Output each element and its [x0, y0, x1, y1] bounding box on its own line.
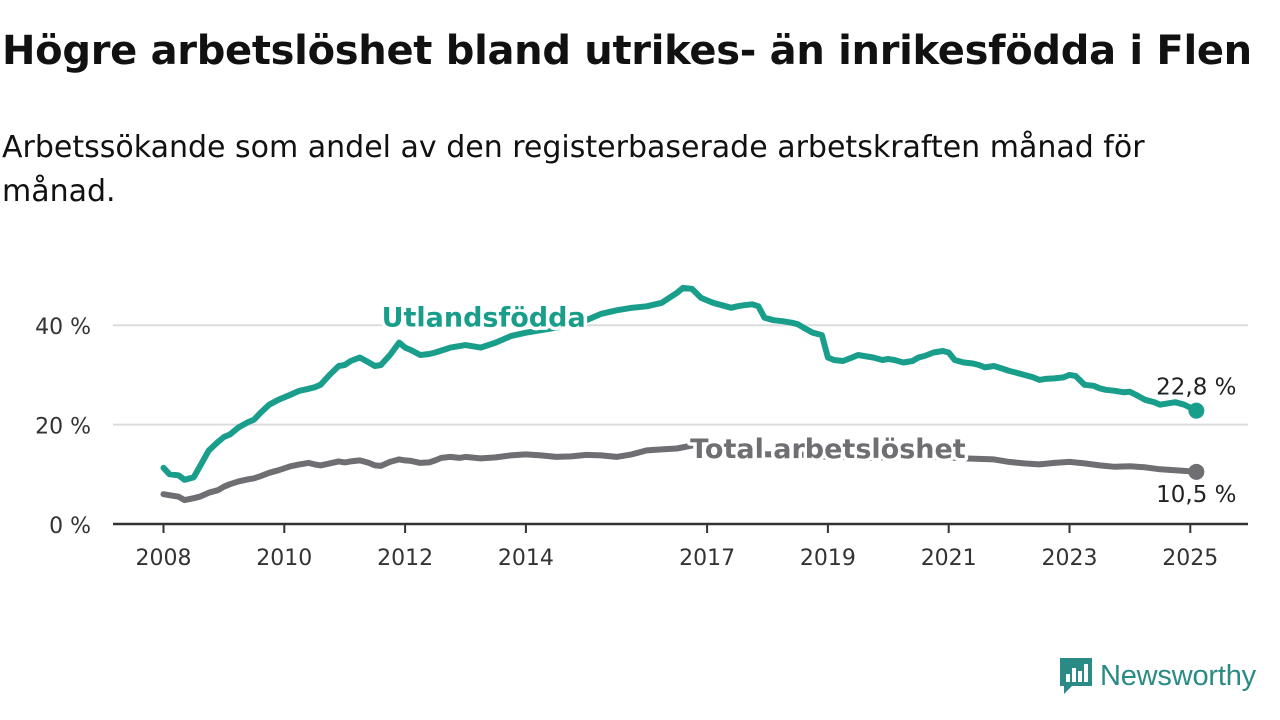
line-total-arbetsloshet — [160, 441, 1200, 504]
x-tick-label: 2012 — [377, 546, 433, 571]
end-marker-utlandsfodda — [1188, 402, 1205, 419]
x-tick-label: 2008 — [136, 546, 192, 571]
series-label-utlandsfodda: Utlandsfödda — [382, 303, 586, 334]
brand-name: Newsworthy — [1100, 659, 1256, 692]
y-tick-label: 40 % — [35, 315, 91, 340]
x-tick-label: 2025 — [1162, 546, 1218, 571]
brand: Newsworthy — [1058, 654, 1256, 698]
x-tick-label: 2023 — [1042, 546, 1098, 571]
chart-subtitle: Arbetssökande som andel av den registerb… — [2, 130, 1145, 209]
newsworthy-logo-icon — [1060, 658, 1092, 694]
y-tick-label: 0 % — [49, 514, 91, 539]
series-lines — [160, 284, 1200, 504]
x-tick-label: 2010 — [256, 546, 312, 571]
end-value-label-total: 10,5 % — [1156, 482, 1236, 508]
line-utlandsfodda — [160, 284, 1200, 483]
x-tick-label: 2021 — [921, 546, 977, 571]
x-tick-label: 2014 — [498, 546, 554, 571]
chart-labels: Utlandsfödda 22,8 % Total arbetslöshet 10,5… — [378, 299, 1239, 510]
x-tick-label: 2019 — [800, 546, 856, 571]
axes: 0 % 20 % 40 % 2008 2010 2012 2014 2017 2019 2021 2… — [35, 315, 1248, 571]
chart-title: Högre arbetslöshet bland utrikes- än inr… — [2, 28, 1252, 74]
gridlines — [113, 324, 1248, 426]
end-value-label-utlandsfodda: 22,8 % — [1156, 375, 1236, 401]
x-tick-label: 2017 — [679, 546, 735, 571]
end-marker-total — [1188, 463, 1205, 480]
y-tick-label: 20 % — [35, 415, 91, 440]
series-label-total-arbetsloshet: Total arbetslöshet — [690, 434, 966, 465]
